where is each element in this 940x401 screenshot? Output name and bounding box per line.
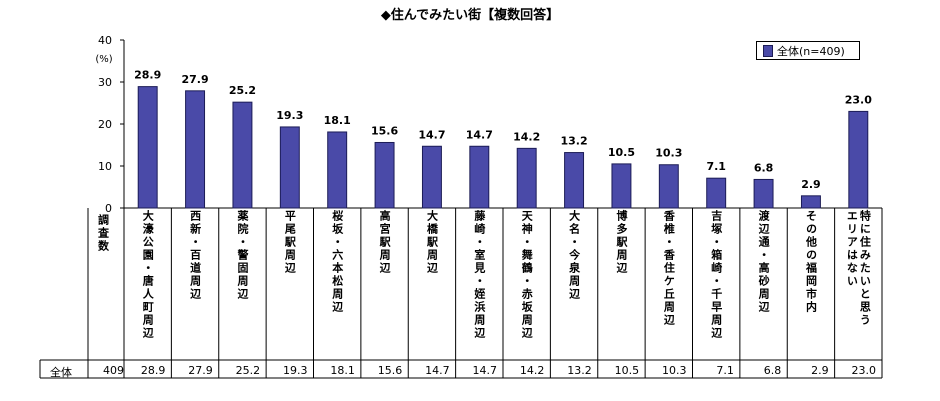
category-label: 藤崎・室見・姪浜周辺	[472, 210, 486, 340]
bar-value-label: 19.3	[276, 109, 303, 122]
bar	[469, 145, 490, 209]
category-label-cell: 薬院・警固周辺	[219, 210, 265, 360]
bar	[374, 141, 395, 209]
table-value: 18.1	[330, 364, 355, 377]
sample-size: 409	[103, 364, 124, 377]
bar-value-label: 14.7	[466, 128, 493, 141]
category-label: 西新・百道周辺	[188, 210, 202, 301]
legend-label: 全体(n=409)	[777, 44, 845, 58]
bar-value-label: 28.9	[134, 69, 161, 82]
category-label: 大橋駅周辺	[425, 210, 439, 275]
row-label: 全体	[50, 366, 72, 379]
bar	[848, 110, 869, 209]
table-value: 7.1	[716, 364, 734, 377]
table-value: 25.2	[235, 364, 261, 377]
table-value: 14.7	[425, 364, 450, 377]
category-label-cell: 高宮駅周辺	[362, 210, 408, 360]
y-tick-label: 30	[98, 76, 112, 89]
category-label-cell: 香椎・香住ケ丘周辺	[646, 210, 692, 360]
bar-value-labels: 28.9 27.9 25.2 19.3 18.1 15.6 14.7 14.7 14.2 13.2…	[134, 69, 872, 191]
category-label: 特に住みたいと思う エリアはない	[845, 210, 872, 327]
category-label: その他の福岡市内	[804, 210, 818, 314]
category-label: 吉塚・箱崎・千早周辺	[709, 210, 723, 340]
category-label-cell: 天神・舞鶴・赤坂周辺	[504, 210, 550, 360]
bar-value-label: 23.0	[845, 93, 872, 106]
y-tick-label: 40	[98, 34, 112, 47]
category-label: 平尾駅周辺	[283, 210, 297, 275]
bar	[753, 178, 774, 209]
bar	[658, 164, 679, 209]
bar-value-label: 14.2	[513, 130, 540, 143]
y-tick-label: 0	[105, 202, 112, 215]
y-tick-label: 20	[98, 118, 112, 131]
bar-value-label: 10.3	[655, 147, 682, 160]
table-value: 10.5	[614, 364, 640, 377]
legend: 全体(n=409)	[756, 41, 860, 60]
category-label-cell: 博多駅周辺	[598, 210, 644, 360]
category-label-cell: 藤崎・室見・姪浜周辺	[456, 210, 502, 360]
category-label-cell: その他の福岡市内	[788, 210, 834, 360]
bar	[516, 147, 537, 209]
bar	[706, 177, 727, 209]
table-value: 19.3	[283, 364, 308, 377]
table-value: 15.6	[377, 364, 403, 377]
y-tick-label: 10	[98, 160, 112, 173]
bar	[800, 195, 821, 209]
bar	[421, 145, 442, 209]
stub-header: 調査数	[88, 214, 118, 253]
bar-value-label: 18.1	[324, 114, 351, 127]
table-value: 2.9	[811, 364, 829, 377]
bar	[279, 126, 300, 209]
bar	[564, 152, 585, 209]
category-label-cell: 大名・今泉周辺	[551, 210, 597, 360]
bar	[137, 86, 158, 209]
table-grid-lines	[39, 208, 883, 379]
bar	[611, 163, 632, 209]
table-value: 27.9	[188, 364, 213, 377]
y-unit-label: (%)	[95, 54, 112, 65]
table-value: 23.0	[851, 364, 877, 377]
bar-value-label: 10.5	[608, 146, 635, 159]
category-label: 大濠公園・唐人町周辺	[141, 210, 155, 340]
table-value: 10.3	[662, 364, 687, 377]
category-label: 大名・今泉周辺	[567, 210, 581, 301]
category-label-cell: 西新・百道周辺	[172, 210, 218, 360]
table-value: 13.2	[567, 364, 592, 377]
category-label: 香椎・香住ケ丘周辺	[662, 210, 676, 327]
category-label: 高宮駅周辺	[378, 210, 392, 275]
category-label-cell: 大濠公園・唐人町周辺	[125, 210, 171, 360]
category-label: 天神・舞鶴・赤坂周辺	[520, 210, 534, 340]
category-label: 博多駅周辺	[614, 210, 628, 275]
category-label: 薬院・警固周辺	[235, 210, 249, 301]
stub-header-label: 調査数	[96, 214, 110, 253]
bar-value-label: 7.1	[706, 160, 726, 173]
category-label: 渡辺通・高砂周辺	[757, 210, 771, 314]
bar-value-label: 2.9	[801, 178, 821, 191]
bar-value-label: 13.2	[560, 135, 587, 148]
bar	[185, 90, 206, 209]
category-label-cell: 平尾駅周辺	[267, 210, 313, 360]
category-label-cell: 吉塚・箱崎・千早周辺	[693, 210, 739, 360]
category-label: 桜坂・六本松周辺	[330, 210, 344, 314]
table-value: 6.8	[763, 364, 782, 377]
chart-title: ◆住んでみたい街【複数回答】	[380, 8, 560, 23]
category-label-cell: 大橋駅周辺	[409, 210, 455, 360]
legend-swatch	[763, 44, 773, 57]
bar-value-label: 27.9	[181, 73, 208, 86]
bar-value-label: 15.6	[371, 124, 398, 137]
category-label-cell: 桜坂・六本松周辺	[314, 210, 360, 360]
bar	[232, 101, 253, 209]
category-label-cell: 特に住みたいと思う エリアはない	[835, 210, 881, 360]
bar-value-label: 6.8	[754, 161, 774, 174]
table-value: 14.7	[472, 364, 498, 377]
category-label-cell: 渡辺通・高砂周辺	[741, 210, 787, 360]
bar-value-label: 25.2	[229, 84, 256, 97]
table-value: 28.9	[140, 364, 166, 377]
bars	[137, 86, 869, 209]
bar-value-label: 14.7	[418, 128, 445, 141]
table-value: 14.2	[519, 364, 545, 377]
bar	[327, 131, 348, 209]
